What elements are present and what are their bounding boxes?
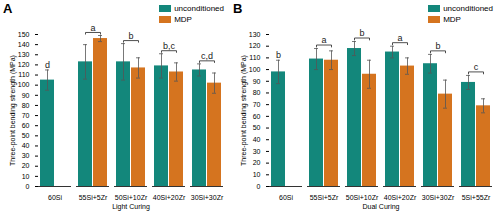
svg-text:30: 30 — [22, 152, 30, 159]
svg-text:a: a — [397, 33, 402, 43]
svg-text:70: 70 — [22, 112, 30, 119]
svg-text:90: 90 — [22, 92, 30, 99]
html-text:B: B — [233, 1, 243, 16]
html-text:unconditioned: unconditioned — [443, 4, 493, 13]
svg-text:Three-point bending strength (: Three-point bending strength (MPa) — [9, 55, 17, 166]
svg-text:a: a — [90, 23, 95, 33]
svg-text:50Si+10Zr: 50Si+10Zr — [115, 194, 148, 201]
html-text:MDP: MDP — [174, 15, 192, 24]
svg-text:60: 60 — [22, 122, 30, 129]
svg-text:c,d: c,d — [201, 51, 213, 61]
svg-text:10: 10 — [253, 171, 261, 178]
svg-text:c: c — [474, 62, 479, 72]
html-text:unconditioned: unconditioned — [174, 4, 224, 13]
svg-text:150: 150 — [18, 31, 30, 38]
html-text:MDP: MDP — [443, 15, 461, 24]
svg-text:d: d — [45, 60, 50, 70]
svg-text:100: 100 — [249, 66, 261, 73]
svg-text:50Si+10Zr: 50Si+10Zr — [346, 194, 379, 201]
svg-text:140: 140 — [18, 41, 30, 48]
svg-text:80: 80 — [22, 102, 30, 109]
html-text:A: A — [3, 1, 13, 16]
svg-text:0: 0 — [257, 183, 261, 190]
svg-text:55Si+5Zr: 55Si+5Zr — [310, 194, 339, 201]
svg-text:5Si+55Zr: 5Si+55Zr — [462, 194, 491, 201]
svg-text:60: 60 — [253, 113, 261, 120]
svg-text:b: b — [276, 50, 281, 60]
svg-text:130: 130 — [249, 31, 261, 38]
svg-text:Light Curing: Light Curing — [112, 203, 150, 211]
svg-text:110: 110 — [18, 71, 29, 78]
svg-text:40: 40 — [253, 136, 261, 143]
svg-text:b,c: b,c — [163, 41, 176, 51]
svg-text:120: 120 — [18, 61, 30, 68]
svg-text:30Si+30Zr: 30Si+30Zr — [191, 194, 224, 201]
svg-text:30Si+30Zr: 30Si+30Zr — [422, 194, 455, 201]
svg-text:20: 20 — [253, 159, 261, 166]
svg-text:40Si+20Zr: 40Si+20Zr — [384, 194, 417, 201]
svg-text:0: 0 — [26, 183, 30, 190]
svg-text:60Si: 60Si — [279, 194, 293, 201]
svg-text:50: 50 — [253, 124, 261, 131]
svg-text:110: 110 — [249, 54, 260, 61]
svg-text:10: 10 — [22, 173, 30, 180]
svg-text:b: b — [128, 31, 133, 41]
svg-text:40: 40 — [22, 142, 30, 149]
svg-text:20: 20 — [22, 162, 30, 169]
svg-text:130: 130 — [18, 51, 30, 58]
svg-text:Dual Curing: Dual Curing — [363, 203, 400, 211]
svg-text:120: 120 — [249, 42, 261, 49]
svg-text:a: a — [321, 35, 326, 45]
svg-text:100: 100 — [18, 81, 30, 88]
svg-text:30: 30 — [253, 148, 261, 155]
svg-text:80: 80 — [253, 89, 261, 96]
svg-text:90: 90 — [253, 78, 261, 85]
svg-text:40Si+20Zr: 40Si+20Zr — [153, 194, 186, 201]
svg-text:b: b — [359, 28, 364, 38]
svg-text:55Si+5Zr: 55Si+5Zr — [79, 194, 108, 201]
svg-text:b: b — [435, 41, 440, 51]
svg-text:60Si: 60Si — [48, 194, 62, 201]
svg-text:70: 70 — [253, 101, 261, 108]
svg-text:Three-point bending strength (: Three-point bending strength (MPa) — [240, 55, 248, 166]
svg-text:50: 50 — [22, 132, 30, 139]
